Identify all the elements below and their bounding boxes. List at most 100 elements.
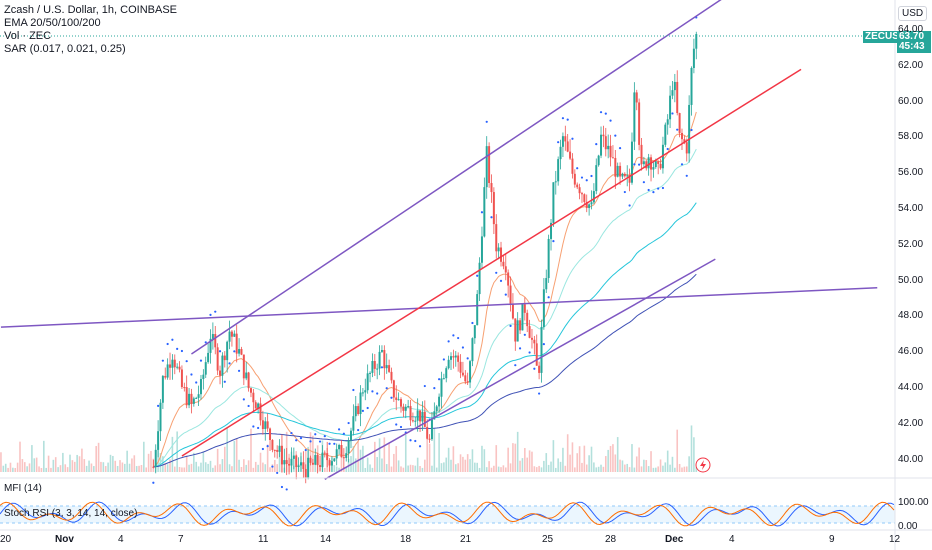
candle-body — [247, 372, 250, 389]
candle-body — [447, 359, 450, 369]
volume-bar — [4, 463, 7, 472]
candle-body — [473, 325, 476, 339]
candle-body — [452, 356, 455, 358]
sar-dot — [333, 442, 336, 445]
volume-bar — [571, 442, 574, 472]
volume-bar — [533, 466, 536, 472]
volume-bar — [102, 462, 105, 472]
volume-bar — [612, 444, 614, 472]
vol-legend[interactable]: Vol · ZEC — [4, 30, 52, 42]
candle-body — [402, 406, 405, 411]
volume-bar — [226, 427, 228, 472]
volume-bar — [500, 467, 502, 472]
candle-body — [269, 428, 272, 440]
sar-dot — [380, 366, 384, 369]
volume-bar — [397, 460, 400, 472]
candle-body — [535, 343, 538, 366]
volume-bar — [481, 445, 483, 472]
volume-bar — [35, 457, 38, 472]
date-tick: 11 — [258, 534, 269, 545]
volume-bar — [38, 466, 40, 472]
volume-bar — [90, 463, 93, 472]
price-tick: 62.00 — [898, 59, 924, 71]
sar-dot — [566, 118, 569, 121]
volume-bar — [33, 458, 36, 472]
candle-body — [257, 403, 260, 409]
candle-body — [616, 165, 619, 177]
symbol-title[interactable]: Zcash / U.S. Dollar, 1h, COINBASE — [4, 4, 178, 16]
volume-bar — [426, 438, 428, 472]
volume-bar — [31, 445, 33, 472]
volume-bar — [271, 464, 274, 472]
volume-bar — [552, 440, 555, 472]
volume-bar — [257, 464, 259, 472]
volume-bar — [585, 464, 588, 472]
volume-bar — [635, 456, 638, 472]
sar-dot — [266, 445, 269, 448]
volume-bar — [219, 464, 221, 472]
candle-body — [680, 132, 683, 140]
stoch-rsi-label[interactable]: Stoch RSI (3, 3, 14, 14, close) — [4, 508, 138, 519]
candle-body — [469, 361, 472, 383]
candle-body — [659, 163, 662, 169]
sar-dot — [585, 179, 588, 182]
sar-dot — [442, 358, 445, 361]
candle-body — [540, 326, 543, 373]
candle-body — [459, 361, 462, 373]
upper-channel-line — [191, 0, 722, 355]
volume-bar — [23, 462, 26, 472]
candle-body — [423, 411, 426, 427]
candle-body — [580, 193, 583, 195]
candle-body — [476, 294, 479, 326]
currency-button[interactable]: USD — [898, 6, 928, 21]
sar-legend[interactable]: SAR (0.017, 0.021, 0.25) — [4, 43, 126, 55]
volume-bar — [431, 465, 433, 472]
candle-body — [185, 387, 188, 406]
volume-bar — [212, 467, 214, 472]
volume-bar — [650, 451, 652, 472]
sar-dot — [614, 134, 617, 137]
candle-body — [219, 370, 222, 376]
candle-body — [295, 455, 298, 468]
volume-bar — [393, 453, 395, 472]
volume-bar — [164, 462, 167, 472]
volume-bar — [519, 460, 521, 472]
volume-bar — [304, 449, 307, 472]
sar-dot — [152, 481, 155, 484]
volume-bar — [450, 459, 452, 472]
volume-bar — [574, 467, 576, 472]
sar-dot — [514, 364, 517, 367]
ema-legend[interactable]: EMA 20/50/100/200 — [4, 17, 101, 29]
candle-body — [407, 406, 410, 408]
volume-bar — [476, 462, 478, 472]
candle-body — [154, 449, 157, 467]
volume-bar — [178, 467, 181, 472]
sar-dot — [242, 398, 245, 401]
candle-body — [159, 402, 162, 432]
volume-bar — [395, 446, 398, 472]
sar-dot — [438, 378, 441, 381]
candlesticks — [152, 31, 698, 484]
candle-body — [342, 457, 345, 459]
volume-bar — [557, 458, 559, 472]
candle-body — [388, 365, 391, 372]
candle-body — [623, 173, 626, 177]
candle-body — [176, 366, 179, 368]
candle-body — [466, 381, 469, 383]
sar-dot — [309, 440, 312, 443]
volume-bar — [483, 449, 486, 472]
mfi-label[interactable]: MFI (14) — [4, 483, 42, 494]
volume-bar — [507, 447, 509, 472]
candle-body — [509, 285, 512, 304]
sar-dot — [495, 271, 498, 274]
candle-body — [404, 406, 407, 411]
volume-bar — [123, 463, 126, 472]
candle-body — [692, 48, 695, 68]
date-tick: Dec — [665, 534, 684, 545]
sar-dot — [599, 111, 603, 114]
candle-body — [640, 144, 643, 165]
candle-body — [442, 378, 445, 380]
volume-bar — [693, 437, 695, 472]
volume-bar — [78, 456, 81, 472]
